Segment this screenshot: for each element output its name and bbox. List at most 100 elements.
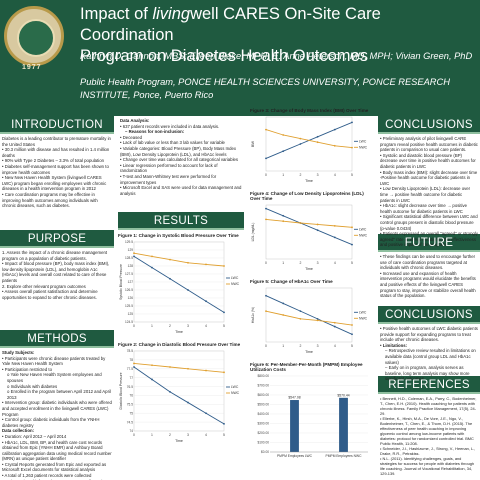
intro-line: • 30.3 million with disease and has resu…: [2, 147, 110, 158]
analysis-line: • Deceased: [120, 134, 143, 140]
x-tick-label: 1: [282, 344, 284, 348]
x-tick-label: 5: [351, 173, 353, 177]
x-tick-label: 3: [187, 324, 189, 328]
conclusions2-line: • Limitations:: [380, 342, 408, 348]
poster-affiliation: Public Health Program, PONCE HEALTH SCIE…: [80, 77, 450, 100]
figure-6-title: Figure 6: Per-Member-Per-Month (PMPM) Em…: [250, 362, 363, 372]
methods-body: Study Subjects: • Participants were chron…: [0, 348, 114, 480]
results-heading: RESULTS: [118, 212, 244, 230]
references-heading: REFERENCES: [378, 376, 480, 394]
data-point: [205, 263, 207, 266]
y-tick-label: $700.00: [257, 384, 269, 388]
data-point: [187, 401, 189, 404]
column-center-left: Data Analysis: • 637 patient records were…: [118, 116, 244, 448]
data-point: [299, 143, 302, 145]
conclusions1-line: • Preliminary analysis of pilot livingwe…: [380, 136, 478, 153]
data-point: [316, 223, 319, 226]
data-point: [169, 366, 171, 368]
y-tick-label: 77.5: [127, 367, 133, 371]
legend-entry: LWC: [359, 311, 367, 315]
methods-line: • Participants were chronic disease pati…: [2, 355, 106, 367]
series-line-lwc: [265, 295, 353, 335]
x-tick-label: 2: [169, 433, 171, 437]
data-point: [351, 146, 353, 149]
seal-year: 1977: [22, 64, 42, 71]
legend-entry: LWC: [359, 228, 367, 232]
y-tick-label: 78.5: [127, 349, 133, 353]
x-tick-label: 1: [282, 173, 284, 177]
y-tick-label: 127: [128, 280, 134, 284]
data-point: [205, 300, 207, 303]
column-left: INTRODUCTION Diabetes is a leading contr…: [0, 116, 114, 480]
data-point: [265, 207, 267, 210]
purpose-heading: PURPOSE: [0, 230, 114, 248]
y-tick-label: 126: [128, 296, 134, 300]
y-tick-label: 74.5: [127, 420, 133, 424]
x-tick-label: 1: [151, 433, 153, 437]
x-axis-label: Time: [175, 439, 183, 443]
purpose-body: 1. Assess the impact of a chronic diseas…: [0, 248, 114, 330]
data-point: [265, 294, 267, 297]
intro-line: Diabetes is a leading contributor to pre…: [2, 136, 111, 147]
series-line-lwc: [265, 208, 353, 246]
methods-heading: METHODS: [0, 330, 114, 348]
y-tick-label: $800.00: [257, 374, 269, 378]
data-point: [187, 261, 189, 264]
conclusions1-line: • Body mass index (BMI): slight decrease…: [380, 169, 478, 186]
data-point: [133, 366, 135, 368]
series-line-nwc: [265, 218, 353, 228]
y-tick-label: 125.5: [125, 304, 133, 308]
data-point: [282, 302, 285, 305]
data-point: [316, 317, 319, 320]
data-point: [265, 310, 267, 313]
data-point: [151, 364, 153, 367]
data-point: [316, 135, 319, 138]
data-point: [133, 252, 135, 255]
y-tick-label: $0.00: [261, 450, 269, 454]
conclusions2-line: – Retrospective review resulted in limit…: [385, 348, 476, 365]
data-point: [282, 214, 285, 217]
y-tick-label: $500.00: [257, 403, 269, 407]
category-label: PMPM Employees NWC: [326, 454, 363, 458]
series-line-nwc: [265, 129, 353, 149]
x-tick-label: 2: [299, 344, 301, 348]
column-center-right: Figure 3: Change of Body Mass Index (BMI…: [250, 108, 372, 467]
analysis-line: • Change over time was calculated for al…: [120, 157, 239, 163]
conclusions1-line: • HbA1c: slight decrease over time → pos…: [380, 203, 468, 214]
data-point: [265, 157, 267, 160]
series-line-nwc: [133, 252, 225, 267]
data-point: [169, 258, 171, 261]
x-axis-label: Time: [305, 179, 313, 183]
y-tick-label: 128: [128, 264, 134, 268]
figure-4-chart: 0 1 2 3 4 5 Time LDL (mg/dL) LWC NWC: [251, 204, 368, 271]
figure-3-chart: 0 1 2 3 4 5 Time BMI LWC NWC: [251, 116, 368, 183]
y-tick-label: $400.00: [257, 412, 269, 416]
data-point: [151, 255, 153, 258]
analysis-line: • 637 patient records were included in d…: [120, 123, 220, 129]
bar: [290, 400, 299, 452]
y-tick-label: $600.00: [257, 393, 269, 397]
intro-line: • Care coordination programs may be effe…: [2, 191, 98, 209]
y-axis-label: HbA1c (%): [251, 307, 255, 323]
data-point: [133, 362, 135, 365]
poster-title: Impact of livingwell CARES On-Site Care …: [80, 5, 381, 65]
x-tick-label: 0: [133, 433, 135, 437]
figure-4-title: Figure 4: Change of Low Density Lipoprot…: [250, 191, 364, 201]
purpose-line: 1. Assess the impact of a chronic diseas…: [2, 250, 108, 261]
x-tick-label: 5: [351, 261, 353, 265]
data-point: [205, 412, 207, 415]
conclusions-body: • Preliminary analysis of pilot livingwe…: [378, 134, 480, 247]
poster-authors: Kathryn D. Cannon, MBS; Eileen Blake, MP…: [80, 51, 473, 61]
data-point: [299, 317, 302, 320]
data-point: [223, 422, 225, 425]
data-point: [333, 321, 336, 324]
x-axis-label: Time: [305, 267, 313, 271]
y-axis-label: BMI: [251, 141, 255, 147]
y-axis-label: Systolic Blood Pressure: [119, 264, 123, 300]
y-tick-label: 128.5: [125, 256, 133, 260]
methods-line: • Control group: diabetic individuals fr…: [2, 417, 100, 428]
x-tick-label: 3: [317, 173, 319, 177]
y-tick-label: 129: [128, 248, 134, 252]
introduction-body: Diabetes is a leading contributor to pre…: [0, 134, 114, 230]
x-tick-label: 2: [299, 173, 301, 177]
